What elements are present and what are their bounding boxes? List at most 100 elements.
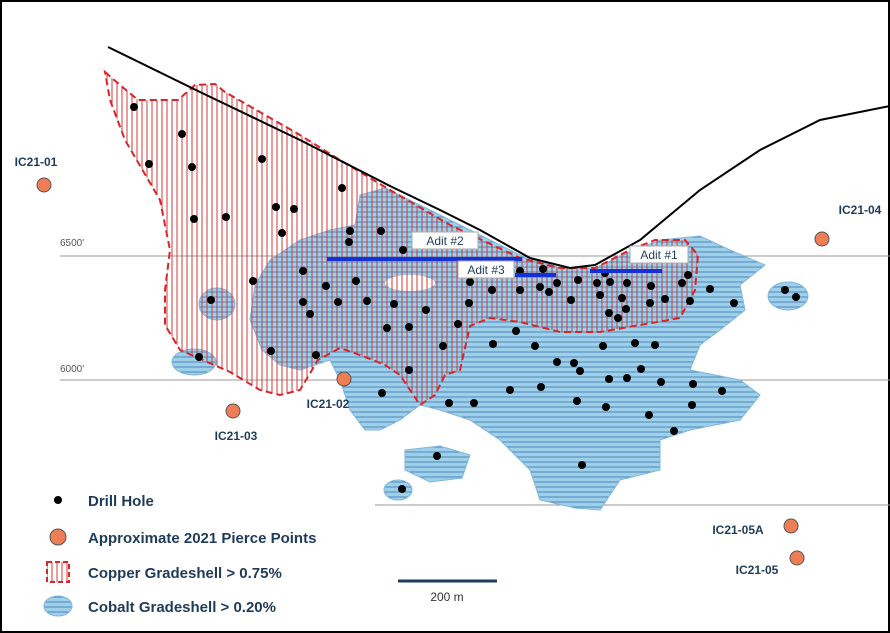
elevation-label: 6500' — [60, 238, 84, 249]
drill-hole — [539, 265, 547, 273]
drill-hole — [346, 227, 354, 235]
drill-hole — [489, 340, 497, 348]
legend-icon — [49, 528, 67, 546]
pierce-point-label: IC21-05 — [736, 563, 779, 577]
drill-hole — [618, 294, 626, 302]
drill-hole — [178, 130, 186, 138]
drill-hole — [623, 374, 631, 382]
copper-gradeshell — [103, 69, 700, 407]
drill-hole — [470, 399, 478, 407]
drill-hole — [272, 203, 280, 211]
drill-hole — [378, 389, 386, 397]
drill-hole — [290, 205, 298, 213]
drill-hole — [730, 299, 738, 307]
drill-hole — [322, 282, 330, 290]
drill-hole — [398, 485, 406, 493]
drill-hole — [536, 283, 544, 291]
drill-hole — [792, 293, 800, 301]
pierce-point — [36, 177, 52, 193]
drill-hole — [688, 401, 696, 409]
drill-hole — [545, 288, 553, 296]
drill-hole — [599, 342, 607, 350]
drill-hole — [249, 277, 257, 285]
adit-label-box — [629, 245, 689, 264]
drill-hole — [278, 229, 286, 237]
drill-hole — [670, 427, 678, 435]
drill-hole — [439, 342, 447, 350]
legend-label: Drill Hole — [88, 493, 154, 510]
pierce-point-label: IC21-03 — [215, 429, 258, 443]
drill-hole — [399, 246, 407, 254]
drill-hole — [678, 279, 686, 287]
drill-hole — [622, 305, 630, 313]
drill-hole — [606, 278, 614, 286]
legend-icon — [43, 595, 73, 617]
adit-label: Adit #1 — [640, 248, 678, 262]
drill-hole — [338, 184, 346, 192]
legend-icon — [54, 496, 62, 504]
drill-hole — [596, 291, 604, 299]
drill-hole — [614, 314, 622, 322]
drill-hole — [352, 277, 360, 285]
drill-hole — [637, 365, 645, 373]
drill-hole — [570, 359, 578, 367]
drill-holes — [130, 103, 800, 493]
drill-hole — [578, 461, 586, 469]
drill-hole — [686, 297, 694, 305]
drill-hole — [602, 403, 610, 411]
drill-hole — [383, 324, 391, 332]
drill-hole — [531, 342, 539, 350]
drill-hole — [573, 397, 581, 405]
drill-hole — [646, 299, 654, 307]
pierce-point — [336, 371, 352, 387]
pierce-point — [225, 403, 241, 419]
drill-hole — [488, 286, 496, 294]
drill-hole — [567, 296, 575, 304]
legend-label: Approximate 2021 Pierce Points — [88, 530, 316, 547]
elevation-label: 6000' — [60, 364, 84, 375]
pierce-point-label: IC21-05A — [712, 523, 764, 537]
drill-hole — [306, 310, 314, 318]
pierce-point-label: IC21-01 — [15, 155, 58, 169]
drill-hole — [512, 327, 520, 335]
drill-hole — [267, 347, 275, 355]
drill-hole — [661, 295, 669, 303]
drill-hole — [299, 267, 307, 275]
pierce-point-label: IC21-04 — [839, 203, 882, 217]
legend-label: Copper Gradeshell > 0.75% — [88, 565, 282, 582]
legend-label: Cobalt Gradeshell > 0.20% — [88, 599, 276, 616]
drill-hole — [623, 279, 631, 287]
adit-label-box — [457, 260, 515, 279]
adit-label: Adit #3 — [467, 263, 505, 277]
drill-hole — [651, 341, 659, 349]
drill-hole — [312, 351, 320, 359]
drill-hole — [207, 296, 215, 304]
drill-hole — [130, 103, 138, 111]
drill-hole — [576, 367, 584, 375]
drill-hole — [422, 306, 430, 314]
drill-hole — [781, 286, 789, 294]
pierce-point — [789, 550, 805, 566]
drill-hole — [345, 238, 353, 246]
drill-hole — [689, 380, 697, 388]
drill-hole — [405, 323, 413, 331]
drill-hole — [706, 285, 714, 293]
scale-bar-label: 200 m — [430, 590, 463, 604]
drill-hole — [631, 339, 639, 347]
drill-hole — [145, 160, 153, 168]
drill-hole — [190, 215, 198, 223]
drill-hole — [334, 298, 342, 306]
drill-hole — [363, 297, 371, 305]
drill-hole — [195, 353, 203, 361]
drill-hole — [718, 387, 726, 395]
drill-hole — [465, 299, 473, 307]
drill-hole — [605, 375, 613, 383]
pierce-point — [783, 518, 799, 534]
drill-hole — [445, 399, 453, 407]
adit-label: Adit #2 — [426, 234, 464, 248]
drill-hole — [188, 163, 196, 171]
drill-hole — [222, 213, 230, 221]
adit-label-box — [411, 231, 479, 250]
drill-hole — [645, 411, 653, 419]
